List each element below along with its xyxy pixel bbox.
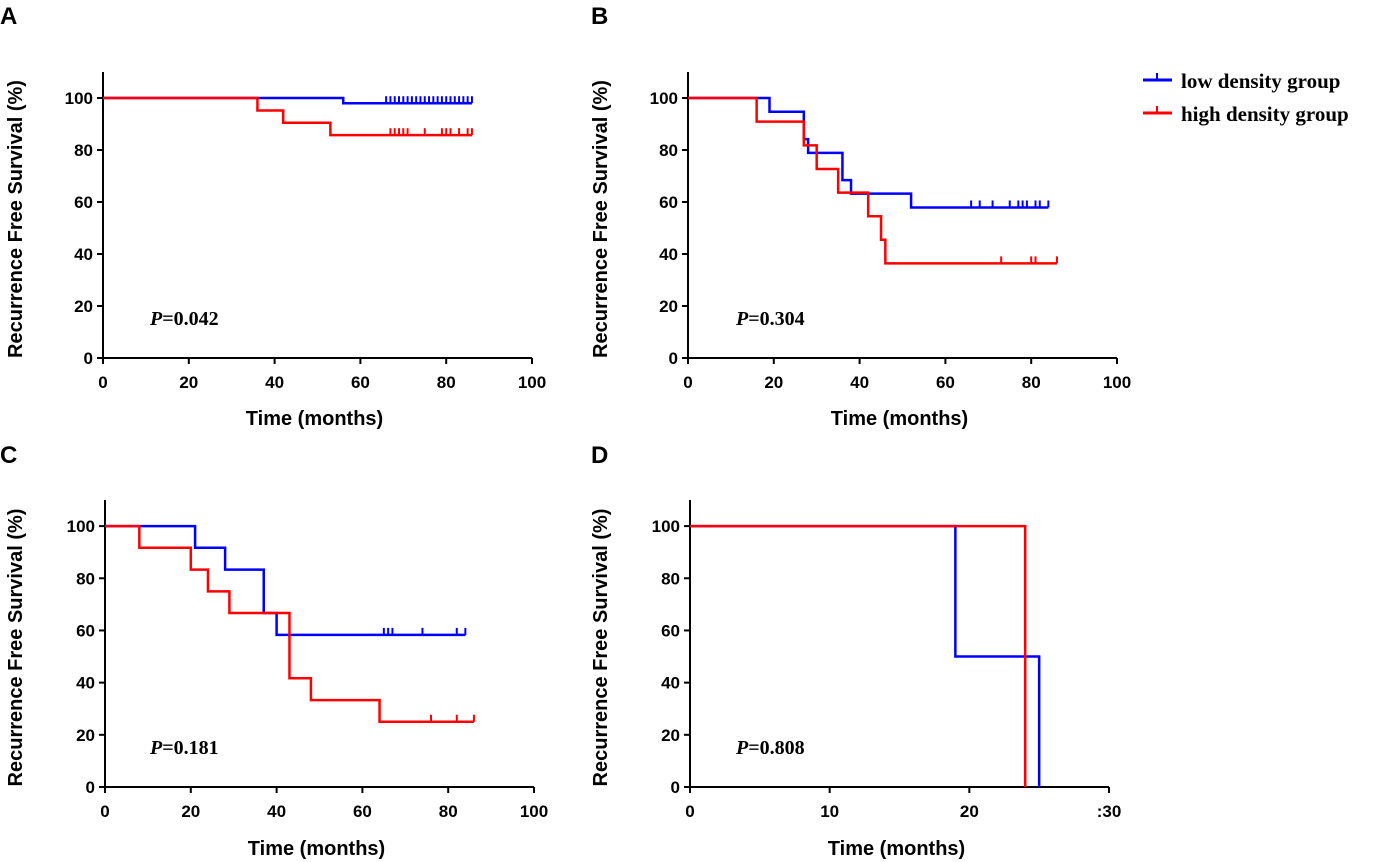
x-tick-label-b-20: 20 — [764, 373, 783, 392]
legend-entry-low-density: low density group — [1143, 69, 1340, 93]
p-value-symbol-b: P — [735, 308, 749, 330]
panel-label-b: B — [591, 3, 608, 30]
p-value-number-b: =0.304 — [748, 308, 804, 330]
panel-label-c: C — [0, 442, 17, 469]
y-tick-label-b-40: 40 — [659, 245, 678, 264]
panel-label-d: D — [591, 442, 608, 469]
y-tick-label-d-40: 40 — [661, 674, 680, 693]
x-tick-label-a-20: 20 — [179, 373, 198, 392]
y-tick-label-a-60: 60 — [74, 193, 93, 212]
p-value-d: P=0.808 — [735, 737, 805, 759]
y-tick-label-a-0: 0 — [84, 349, 93, 368]
y-tick-label-d-80: 80 — [661, 569, 680, 588]
y-tick-label-d-60: 60 — [661, 621, 680, 640]
y-tick-label-a-20: 20 — [74, 297, 93, 316]
y-tick-label-a-100: 100 — [65, 89, 93, 108]
x-tick-label-b-0: 0 — [683, 373, 692, 392]
survival-curve-high-density-d — [690, 524, 1027, 787]
legend-label-high-density: high density group — [1181, 102, 1349, 126]
y-tick-label-c-0: 0 — [86, 778, 95, 797]
survival-curve-high-density-b — [688, 96, 1057, 265]
y-tick-label-d-100: 100 — [652, 517, 680, 536]
y-tick-label-c-100: 100 — [67, 517, 95, 536]
x-tick-label-b-80: 80 — [1022, 373, 1041, 392]
survival-curve-high-density-a — [103, 96, 472, 137]
y-tick-label-c-80: 80 — [76, 569, 95, 588]
y-tick-label-a-40: 40 — [74, 245, 93, 264]
x-tick-label-c-60: 60 — [353, 802, 372, 821]
x-tick-label-c-40: 40 — [267, 802, 286, 821]
y-tick-label-b-0: 0 — [669, 349, 678, 368]
x-tick-label-a-100: 100 — [518, 373, 546, 392]
panel-c: C 0 20 40 60 80 100 0 20 40 60 80 100 Time (months) Re… — [0, 442, 548, 860]
x-tick-label-b-60: 60 — [936, 373, 955, 392]
p-value-symbol-c: P — [149, 737, 163, 759]
x-tick-label-c-100: 100 — [520, 802, 548, 821]
x-axis-title-a: Time (months) — [246, 408, 383, 430]
p-value-c: P=0.181 — [149, 737, 219, 759]
p-value-a: P=0.042 — [149, 308, 219, 330]
x-tick-label-d-10: 10 — [820, 802, 839, 821]
p-value-number-a: =0.042 — [162, 308, 218, 330]
legend-label-low-density: low density group — [1181, 69, 1340, 93]
y-tick-label-b-20: 20 — [659, 297, 678, 316]
survival-curve-low-density-c — [105, 524, 466, 637]
survival-curve-high-density-c — [105, 524, 474, 724]
p-value-number-d: =0.808 — [748, 737, 804, 759]
y-tick-label-d-0: 0 — [671, 778, 680, 797]
survival-curve-low-density-b — [688, 96, 1049, 209]
p-value-symbol-d: P — [735, 737, 749, 759]
y-tick-label-c-60: 60 — [76, 621, 95, 640]
p-value-symbol-a: P — [149, 308, 163, 330]
y-tick-label-c-20: 20 — [76, 726, 95, 745]
y-axis-title-a: Recurrence Free Survival (%) — [5, 80, 27, 358]
x-tick-label-c-0: 0 — [100, 802, 109, 821]
y-tick-label-a-80: 80 — [74, 141, 93, 160]
x-tick-label-c-20: 20 — [181, 802, 200, 821]
x-tick-label-b-40: 40 — [850, 373, 869, 392]
y-axis-title-d: Recurrence Free Survival (%) — [590, 509, 612, 787]
x-tick-label-c-80: 80 — [439, 802, 458, 821]
panel-label-a: A — [0, 3, 17, 30]
x-axis-title-b: Time (months) — [831, 408, 968, 430]
y-tick-label-b-60: 60 — [659, 193, 678, 212]
p-value-number-c: =0.181 — [162, 737, 218, 759]
panel-a: A 0 20 40 60 80 100 0 20 40 60 80 100 Time (months) Re… — [0, 3, 546, 430]
x-tick-label-a-0: 0 — [98, 373, 107, 392]
x-tick-label-d-0: 0 — [685, 802, 694, 821]
x-tick-label-a-40: 40 — [265, 373, 284, 392]
x-axis-title-c: Time (months) — [248, 838, 385, 860]
panel-d: D 0 20 40 60 80 100 0 10 20 :30 Time (months) Recurr… — [590, 442, 1121, 860]
x-axis-title-d: Time (months) — [828, 838, 965, 860]
legend: low density group high density group — [1143, 69, 1349, 126]
x-tick-label-a-60: 60 — [351, 373, 370, 392]
x-tick-label-b-100: 100 — [1103, 373, 1131, 392]
y-tick-label-c-40: 40 — [76, 674, 95, 693]
legend-entry-high-density: high density group — [1143, 102, 1349, 126]
x-tick-label-a-80: 80 — [437, 373, 456, 392]
y-axis-title-c: Recurrence Free Survival (%) — [5, 509, 27, 787]
y-tick-label-b-100: 100 — [650, 89, 678, 108]
x-tick-label-d-30: :30 — [1097, 802, 1122, 821]
p-value-b: P=0.304 — [735, 308, 805, 330]
y-axis-title-b: Recurrence Free Survival (%) — [590, 80, 612, 358]
panel-b: B 0 20 40 60 80 100 0 20 40 60 80 100 Time (months) Re… — [590, 3, 1131, 430]
y-tick-label-b-80: 80 — [659, 141, 678, 160]
y-tick-label-d-20: 20 — [661, 726, 680, 745]
x-tick-label-d-20: 20 — [960, 802, 979, 821]
